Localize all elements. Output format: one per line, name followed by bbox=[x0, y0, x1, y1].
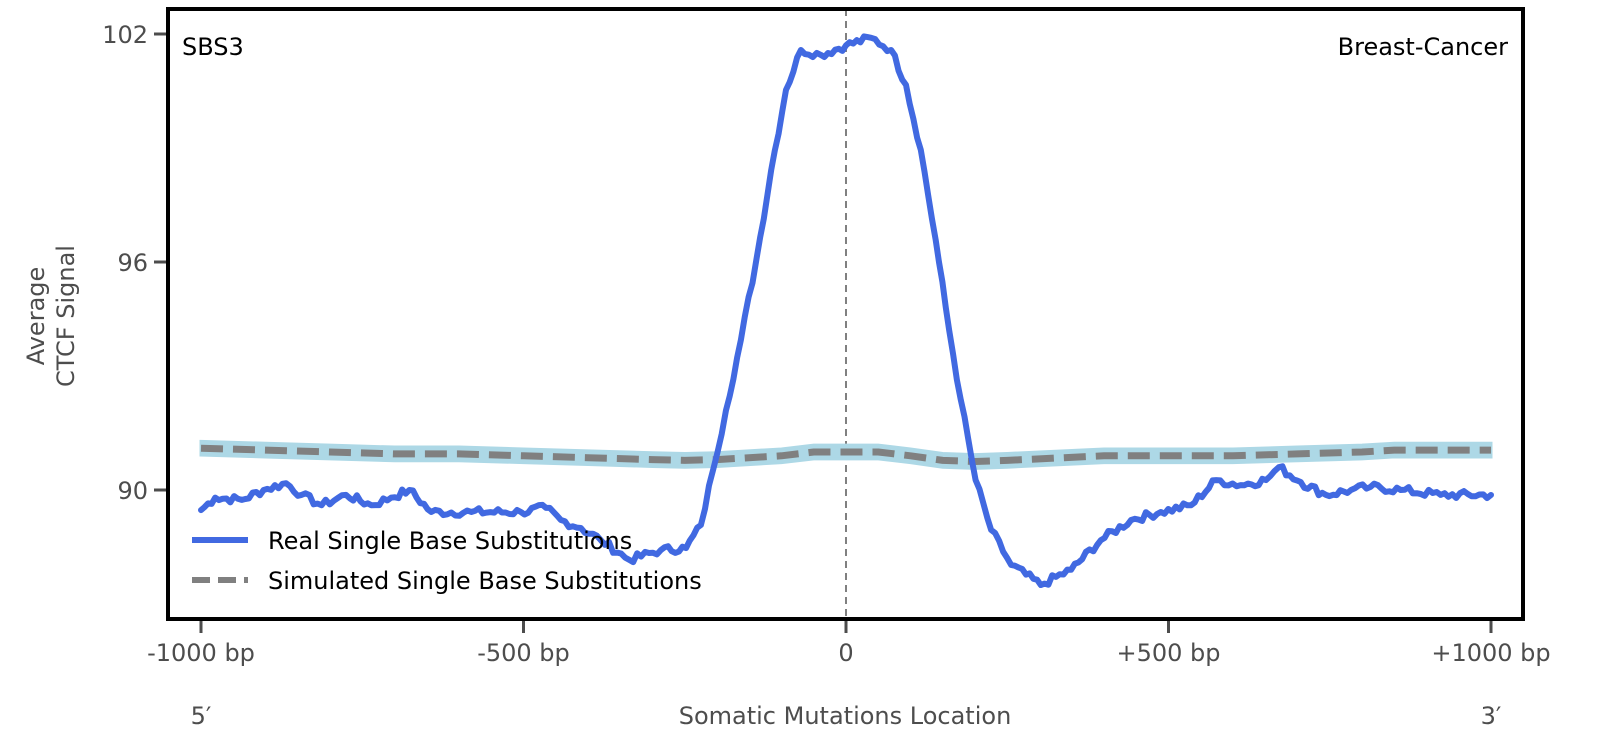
y-tick-label: 90 bbox=[117, 477, 148, 505]
annotation-cancer-type: Breast-Cancer bbox=[1338, 33, 1508, 61]
legend-label-simulated: Simulated Single Base Substitutions bbox=[268, 567, 702, 595]
y-tick-label: 96 bbox=[117, 249, 148, 277]
x-tick-label: 0 bbox=[838, 639, 853, 667]
y-axis-title-line-2: CTCF Signal bbox=[52, 245, 80, 387]
x-tick-label: +1000 bp bbox=[1431, 639, 1550, 667]
y-axis-title-line-1: Average bbox=[22, 267, 50, 366]
x-axis-title: Somatic Mutations Location bbox=[679, 702, 1012, 730]
x-tick-label: +500 bp bbox=[1116, 639, 1220, 667]
x-tick-label: -1000 bp bbox=[147, 639, 255, 667]
annotation-signature: SBS3 bbox=[182, 33, 244, 61]
real-series-line bbox=[198, 33, 1494, 588]
x-tick-label: -500 bp bbox=[477, 639, 570, 667]
legend: Real Single Base Substitutions Simulated… bbox=[192, 527, 702, 595]
plot-frame bbox=[166, 7, 1525, 621]
five-prime-label: 5′ bbox=[191, 702, 212, 730]
legend-label-real: Real Single Base Substitutions bbox=[268, 527, 632, 555]
y-tick-label: 102 bbox=[102, 21, 148, 49]
simulated-series-line bbox=[200, 444, 1491, 465]
three-prime-label: 3′ bbox=[1481, 702, 1502, 730]
y-axis-title: Average CTCF Signal bbox=[22, 245, 80, 387]
